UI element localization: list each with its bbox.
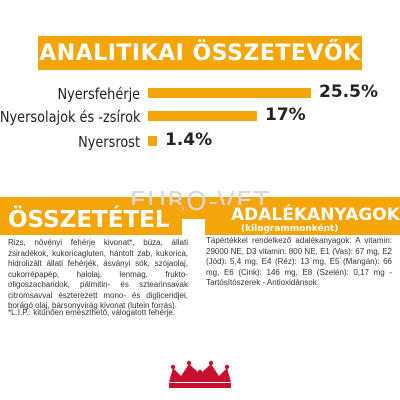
nutrient-bar-fat (148, 111, 257, 121)
nutrient-bar-fibre (148, 136, 157, 146)
nutrient-value-fibre: 1.4% (165, 130, 213, 150)
nutrient-value-fat: 17% (265, 105, 306, 125)
composition-footnote: *L.I.P.: kitűnően emészthető, válogatott… (8, 308, 176, 317)
nutrient-bar-protein (148, 88, 311, 98)
nutrient-label-fibre: Nyersrost (78, 133, 140, 151)
additives-text: Tápértékkel rendelkező adalékanyagok: A … (206, 236, 392, 287)
nutrient-label-protein: Nyersfehérje (57, 85, 140, 103)
additives-heading: ADALÉKANYAGOK (kilogrammonként) (205, 205, 400, 235)
analytical-constituents-banner: ANALITIKAI ÖSSZETEVŐK (38, 36, 362, 70)
banner-title: ANALITIKAI ÖSSZETEVŐK (39, 40, 361, 66)
additives-subheading-text: (kilogrammonként) (241, 224, 339, 234)
nutrient-value-protein: 25.5% (319, 82, 378, 102)
composition-text: Rizs, növényi fehérje kivonat*, búza, ál… (8, 238, 188, 310)
additives-heading-text: ADALÉKANYAGOK (231, 205, 400, 225)
royal-canin-crown-logo (169, 360, 231, 388)
nutrient-label-fat: Nyersolajok és -zsírok (0, 108, 140, 126)
composition-heading-text: ÖSSZETÉTEL (8, 207, 170, 233)
composition-heading: ÖSSZETÉTEL (0, 205, 182, 235)
